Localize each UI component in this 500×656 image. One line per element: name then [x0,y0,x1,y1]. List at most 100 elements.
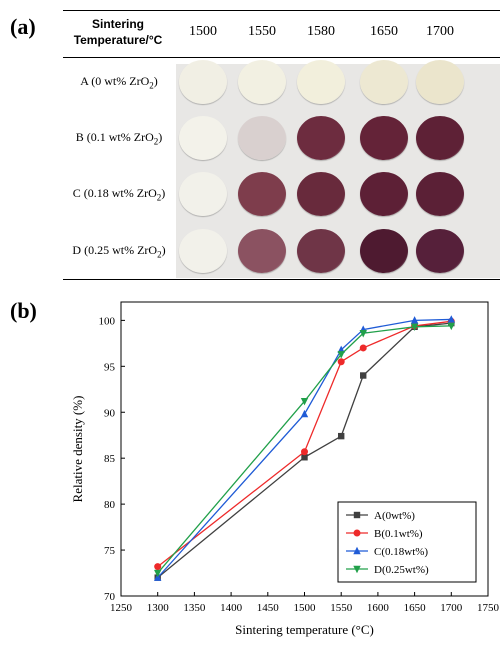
series-line-2 [157,318,452,579]
x-tick-label: 1500 [294,602,317,614]
data-point [154,569,162,578]
legend-label: C(0.18wt%) [374,546,428,558]
x-tick-label: 1300 [147,602,170,614]
temperature-header: 1550 [248,24,276,39]
y-tick-label: 90 [104,407,116,419]
row-label-text: A (0 wt% ZrO [80,74,150,88]
table-header-title: Sintering Temperature/°C [63,16,173,48]
y-tick-label: 75 [104,545,116,557]
panel-b-label: (b) [10,298,37,323]
sample-disk [360,60,408,104]
density-chart: 1250 1300 1350 1400 1450 1500 1550 1600 1650 1700… [0,290,500,656]
row-label: C (0.18 wt% ZrO2) [63,186,175,202]
row-label: B (0.1 wt% ZrO2) [63,130,175,146]
x-tick-label: 1700 [440,602,463,614]
data-point [301,448,308,456]
data-point [338,432,345,440]
series-line-1 [157,320,452,568]
sample-disk [416,172,464,216]
chart-svg: 1250 1300 1350 1400 1450 1500 1550 1600 1650 1700… [70,301,500,637]
x-tick-label: 1550 [330,602,353,614]
panel-a-label: (a) [10,14,36,39]
table-header-rule [63,57,500,58]
temperature-header: 1700 [426,24,454,39]
row-label-close: ) [158,130,163,144]
x-tick-label: 1250 [110,602,133,614]
legend-label: D(0.25wt%) [374,564,429,576]
row-label-subscript: 2 [149,80,154,91]
table-top-rule [63,10,500,11]
data-point [447,315,455,323]
sample-disk [297,172,345,216]
temperature-header: 1500 [189,24,217,39]
sample-disk [179,116,227,160]
data-point [410,323,419,332]
header-title-line2: Temperature/°C [73,33,163,47]
sample-disk [179,229,227,273]
x-tick-label: 1450 [257,602,280,614]
x-tick-label: 1350 [183,602,206,614]
legend-label: B(0.1wt%) [374,528,423,540]
y-tick-label: 85 [104,453,116,465]
sample-disk [238,229,286,273]
sample-photo-table: Sintering Temperature/°C 1500 1550 1580 165… [63,10,500,280]
legend-marker [353,511,361,519]
legend-marker [353,529,361,537]
y-tick-label: 100 [99,315,116,327]
row-label-close: ) [161,243,166,257]
data-point [300,398,309,406]
sample-disk [360,116,408,160]
sample-disk [238,116,286,160]
row-label-close: ) [153,74,158,88]
row-label: D (0.25 wt% ZrO2) [63,243,175,259]
data-point [410,316,419,324]
sample-disk [297,229,345,273]
data-point [154,563,162,571]
sample-disk [179,60,227,104]
y-axis-title: Relative density (%) [70,396,85,503]
y-tick-label: 95 [104,361,116,373]
x-tick-label: 1400 [220,602,243,614]
sample-disk [238,60,286,104]
sample-disk [297,60,345,104]
sample-disk [179,172,227,216]
legend-label: A(0wt%) [374,510,415,522]
row-label-close: ) [161,186,166,200]
row-label-subscript: 2 [156,192,162,203]
data-point [359,330,367,338]
data-point [300,409,309,418]
sample-disk [416,60,464,104]
sample-disk [416,116,464,160]
row-label-text: C (0.18 wt% ZrO [72,186,157,200]
temperature-header: 1650 [370,24,398,39]
data-point [337,345,345,353]
x-tick-label: 1650 [404,602,427,614]
y-tick-label: 80 [104,499,116,511]
legend-marker [353,565,361,574]
data-point [337,358,345,366]
legend-marker [353,546,361,555]
sample-disk [297,116,345,160]
sample-disk [360,229,408,273]
sample-disk [360,172,408,216]
row-label: A (0 wt% ZrO2) [63,74,175,90]
data-point [447,322,455,331]
row-label-subscript: 2 [153,136,159,147]
data-point [360,372,367,379]
row-label-text: B (0.1 wt% ZrO [75,130,154,144]
series-line-3 [157,325,452,574]
data-point [337,351,345,359]
table-bottom-rule [63,279,500,280]
x-tick-label: 1750 [477,602,500,614]
y-tick-label: 70 [104,591,116,603]
row-label-subscript: 2 [157,249,162,260]
x-axis-title: Sintering temperature (°C) [235,622,374,637]
temperature-header: 1580 [307,24,335,39]
sample-disk [238,172,286,216]
data-point [359,344,367,352]
sample-photo [176,60,500,278]
row-label-text: D (0.25 wt% ZrO [72,243,158,257]
data-point [301,454,308,461]
sample-disk [416,229,464,273]
header-title-line1: Sintering [91,17,144,31]
